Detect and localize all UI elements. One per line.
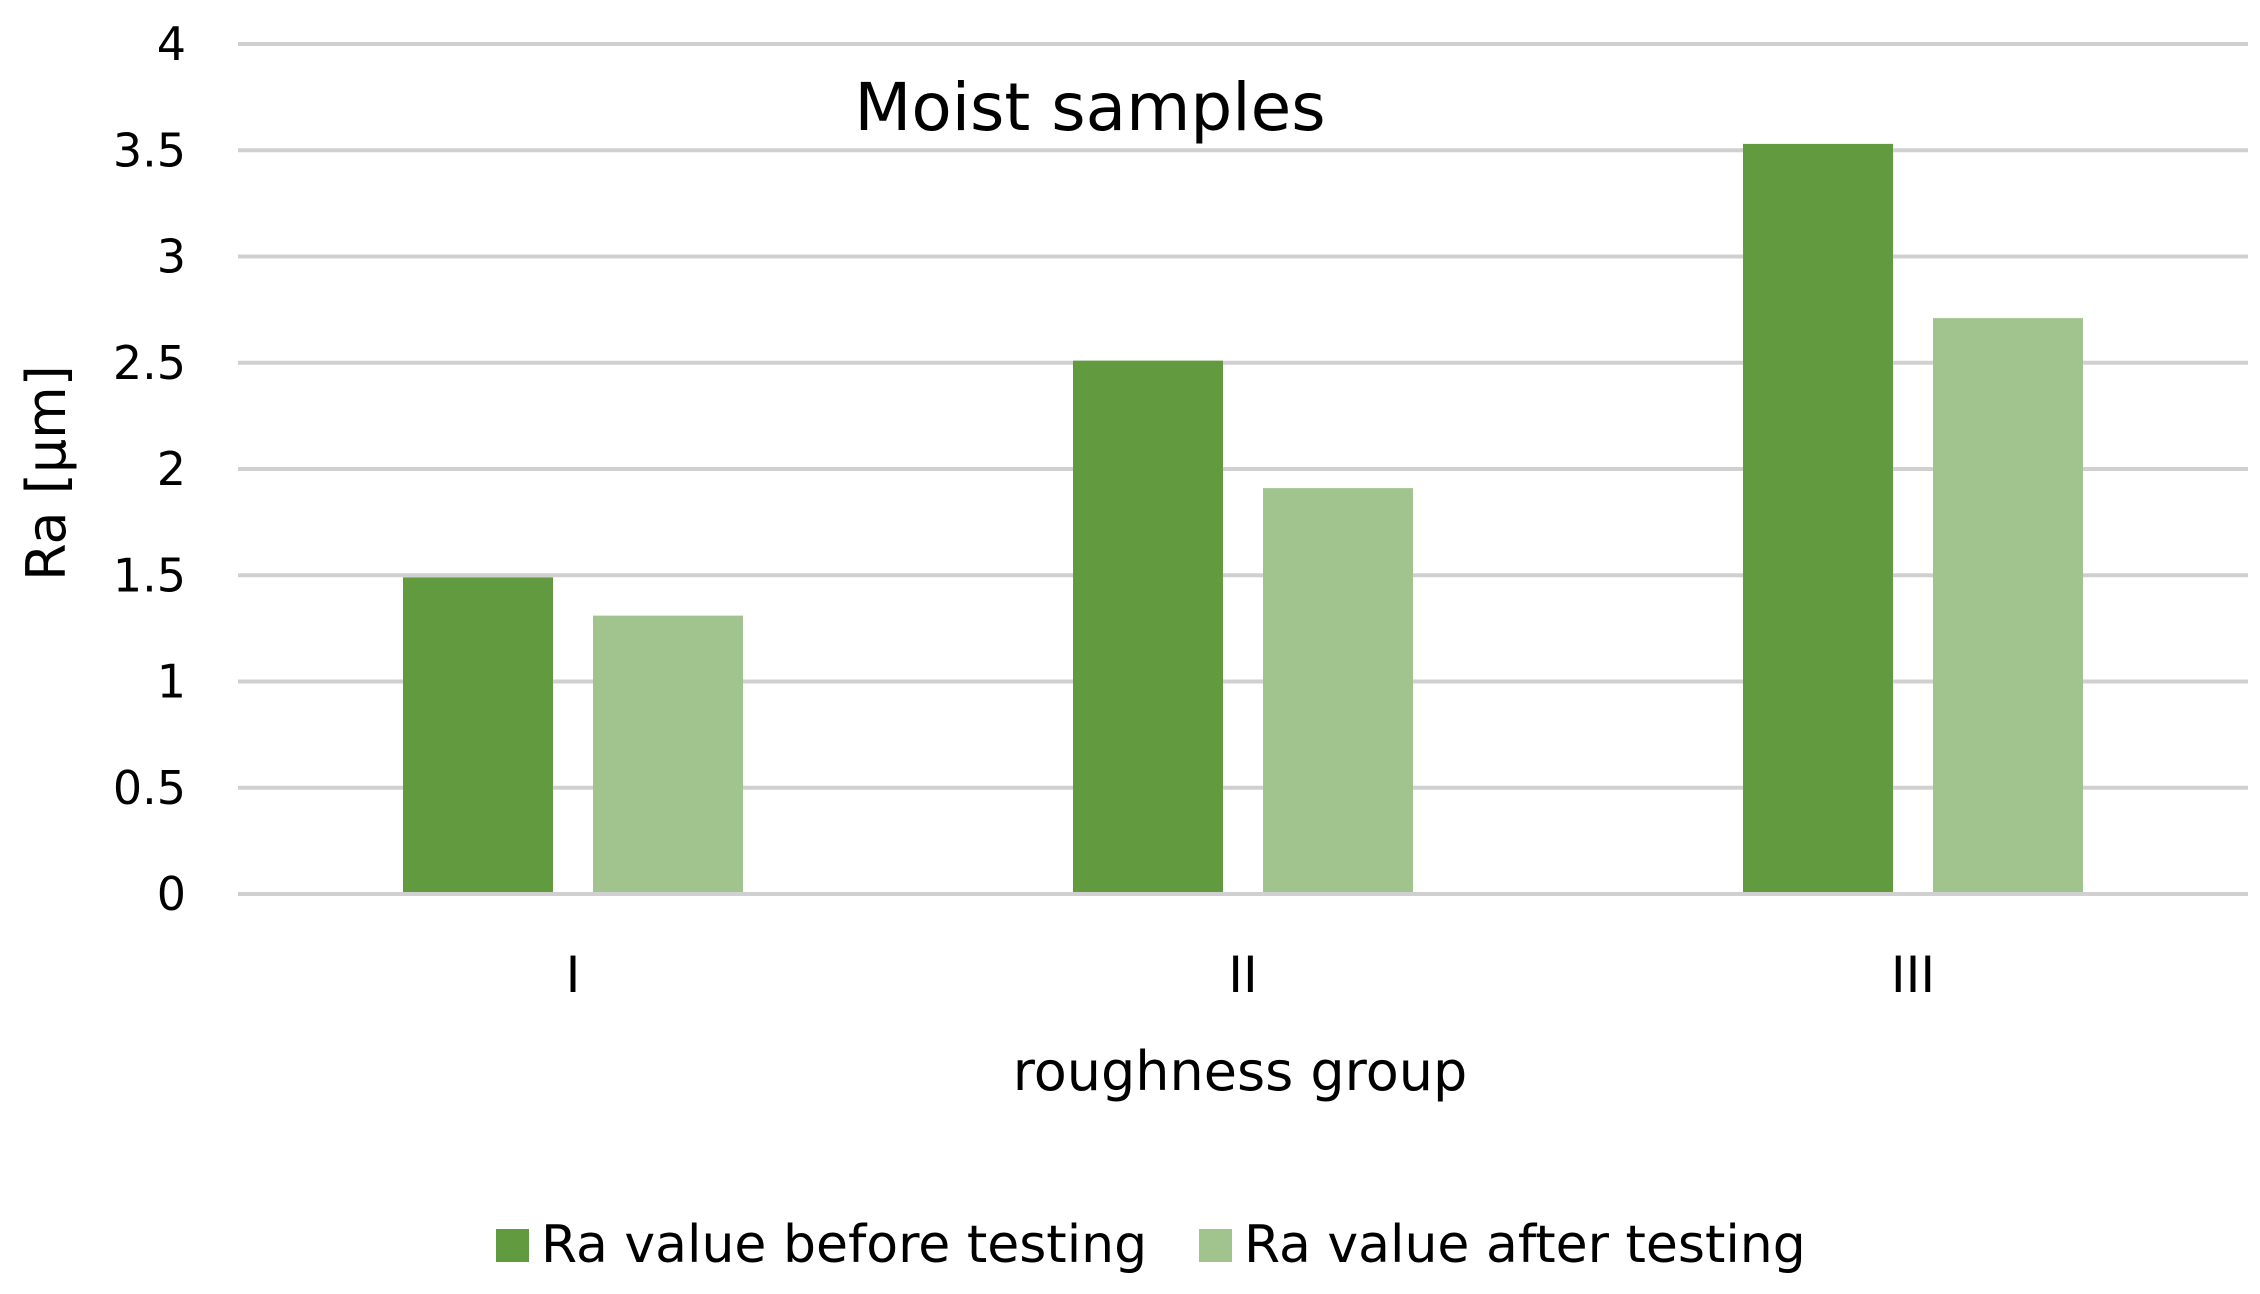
y-tick-label: 1.5 (113, 548, 186, 602)
x-axis-title: roughness group (1013, 1040, 1468, 1103)
bars (238, 143, 2248, 896)
bar-after-II (1263, 488, 1413, 894)
y-tick-label: 3.5 (113, 123, 186, 177)
y-tick-label: 4 (157, 17, 186, 71)
y-axis-title: Ra [µm] (15, 365, 78, 581)
bar-before-III (1743, 143, 1893, 894)
x-tick-label: III (1891, 946, 1935, 1004)
x-axis-ticks: I II III (566, 946, 1936, 1004)
y-tick-label: 0.5 (113, 761, 186, 815)
x-tick-label: II (1228, 946, 1258, 1004)
bar-after-III (1933, 318, 2083, 894)
legend-label-after: Ra value after testing (1244, 1215, 1806, 1275)
bar-before-II (1073, 360, 1223, 894)
x-tick-label: I (566, 946, 581, 1004)
y-tick-label: 3 (157, 230, 186, 284)
gridlines (238, 42, 2248, 896)
y-axis-ticks: 0 0.5 1 1.5 2 2.5 3 3.5 4 (113, 17, 186, 921)
bar-before-I (403, 577, 553, 894)
y-tick-label: 2 (157, 442, 186, 496)
y-tick-label: 0 (157, 867, 186, 921)
bar-after-I (593, 615, 743, 894)
y-tick-label: 2.5 (113, 336, 186, 390)
legend: Ra value before testing Ra value after t… (496, 1215, 1806, 1275)
legend-swatch-before (496, 1229, 529, 1262)
legend-swatch-after (1199, 1229, 1232, 1262)
y-tick-label: 1 (157, 655, 186, 709)
chart-title: Moist samples (854, 69, 1325, 146)
legend-label-before: Ra value before testing (541, 1215, 1147, 1275)
